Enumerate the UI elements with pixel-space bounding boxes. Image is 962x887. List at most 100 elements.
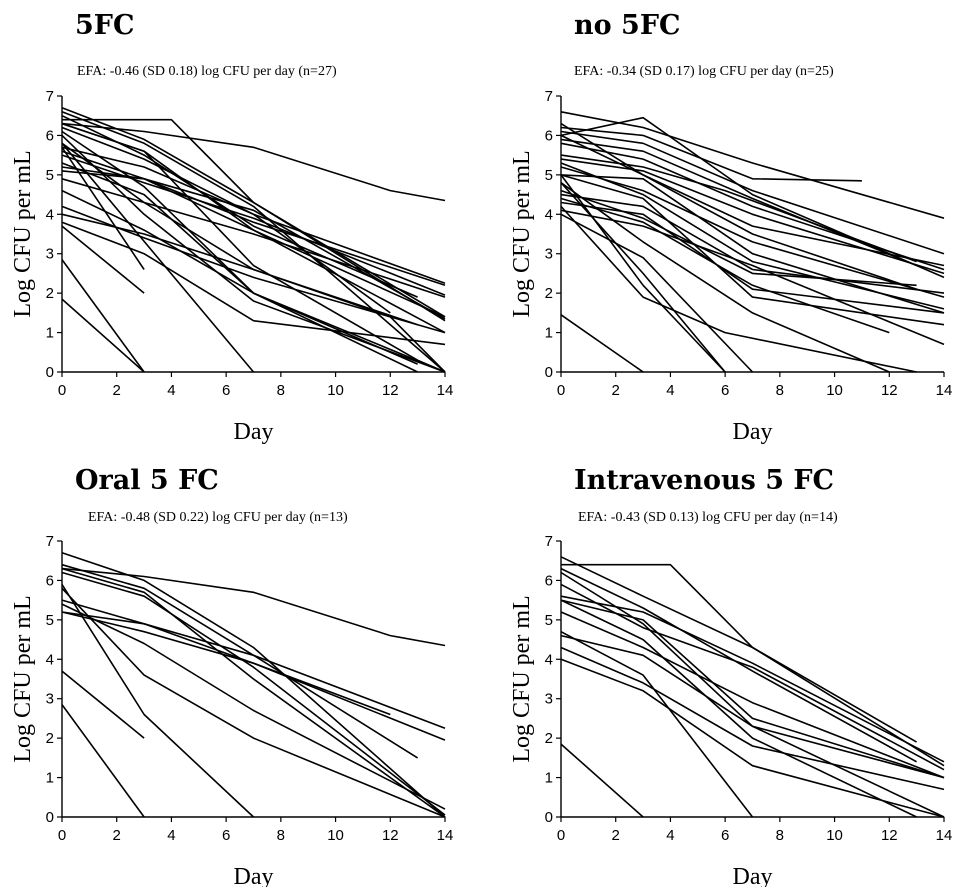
series-line [61, 704, 145, 818]
x-axis-title: Day [733, 419, 773, 445]
panel-subtitle: EFA: -0.46 (SD 0.18) log CFU per day (n=… [77, 64, 337, 79]
series-line [560, 743, 644, 818]
series-line [61, 611, 391, 716]
series-line [61, 150, 446, 334]
series-line [61, 670, 145, 739]
x-tick-label: 10 [826, 382, 843, 399]
series-line [61, 122, 446, 373]
series-line [61, 134, 446, 373]
series-line [61, 603, 446, 810]
series-line [61, 205, 446, 334]
x-tick-label: 14 [437, 382, 454, 399]
x-tick-label: 14 [437, 827, 454, 844]
y-tick-label: 5 [545, 612, 553, 629]
y-tick-label: 6 [545, 572, 553, 589]
y-axis-title: Log CFU per mL [509, 150, 535, 317]
y-tick-label: 0 [46, 364, 54, 381]
y-tick-label: 2 [46, 730, 54, 747]
series-line [61, 571, 446, 816]
x-tick-label: 0 [557, 827, 565, 844]
series-line [560, 166, 945, 298]
y-tick-label: 7 [545, 88, 553, 105]
series-line [560, 314, 644, 373]
series-line [560, 646, 945, 791]
y-tick-label: 2 [46, 285, 54, 302]
x-tick-label: 2 [612, 382, 620, 399]
x-tick-label: 14 [936, 382, 953, 399]
y-tick-label: 3 [545, 691, 553, 708]
y-tick-label: 4 [545, 651, 553, 668]
y-tick-label: 4 [46, 206, 54, 223]
series-line [61, 122, 446, 318]
series-line [61, 221, 446, 346]
series-line [560, 209, 945, 346]
series-line [61, 259, 145, 373]
series-line [61, 567, 446, 647]
series-line [560, 174, 945, 314]
panel-subtitle: EFA: -0.34 (SD 0.17) log CFU per day (n=… [574, 64, 834, 79]
series-line [560, 567, 917, 763]
y-tick-label: 7 [46, 88, 54, 105]
x-tick-label: 2 [113, 382, 121, 399]
panel-title: no 5FC [574, 10, 681, 41]
series-line [560, 130, 945, 255]
y-tick-label: 7 [46, 533, 54, 550]
x-axis-title: Day [234, 419, 274, 445]
x-tick-label: 4 [167, 827, 175, 844]
series-line [560, 162, 945, 310]
x-tick-label: 2 [113, 827, 121, 844]
series-line [61, 225, 145, 294]
y-axis-title: Log CFU per mL [10, 150, 36, 317]
series-line [560, 630, 754, 818]
series-line [61, 142, 446, 373]
x-tick-label: 4 [666, 827, 674, 844]
series-line [560, 189, 917, 287]
series-line [61, 611, 419, 759]
x-tick-label: 8 [277, 382, 285, 399]
series-line [61, 178, 446, 298]
series-line [62, 118, 446, 322]
y-tick-label: 0 [545, 809, 553, 826]
x-tick-label: 6 [721, 827, 729, 844]
y-tick-label: 0 [46, 809, 54, 826]
series-line [560, 599, 917, 818]
x-tick-label: 0 [58, 827, 66, 844]
series-line [560, 193, 945, 294]
y-tick-label: 1 [46, 770, 54, 787]
series-line [560, 116, 945, 279]
panel-subtitle: EFA: -0.43 (SD 0.13) log CFU per day (n=… [578, 510, 838, 525]
series-line [560, 556, 917, 743]
y-tick-label: 6 [545, 127, 553, 144]
series-line [560, 658, 945, 818]
series-line [61, 111, 446, 373]
y-tick-label: 7 [545, 533, 553, 550]
series-line [61, 563, 446, 730]
series-line [61, 298, 145, 373]
series-line [560, 205, 917, 373]
panel-title: 5FC [75, 10, 135, 41]
series-line [560, 583, 945, 771]
series-line [61, 162, 418, 373]
panel-title: Intravenous 5 FC [574, 465, 835, 496]
x-tick-label: 8 [776, 827, 784, 844]
y-tick-label: 2 [545, 285, 553, 302]
series-line [61, 122, 446, 202]
series-line [560, 111, 945, 219]
series-line [560, 201, 945, 314]
x-tick-label: 4 [666, 382, 674, 399]
x-tick-label: 10 [327, 382, 344, 399]
y-tick-label: 3 [46, 246, 54, 263]
series-line [560, 197, 890, 334]
series-line [61, 599, 446, 741]
series-line [61, 126, 446, 285]
series-line [560, 126, 862, 182]
x-tick-label: 10 [327, 827, 344, 844]
x-axis-title: Day [733, 864, 773, 887]
series-line [61, 170, 446, 287]
y-tick-label: 5 [46, 167, 54, 184]
y-tick-label: 1 [545, 770, 553, 787]
panel-title: Oral 5 FC [75, 465, 219, 496]
